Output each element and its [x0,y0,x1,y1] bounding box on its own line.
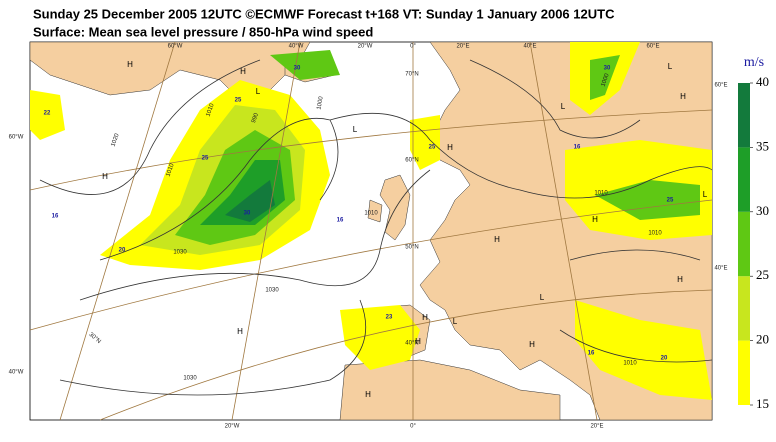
isobar-label: 1030 [183,376,197,382]
wind-label: 25 [235,98,242,104]
grid-label: 40°W [289,44,304,50]
wind-label: 30 [604,66,611,72]
isobar-label: 990 [251,112,260,124]
pressure-center: H [592,215,598,224]
grid-label: 40°W [9,370,24,376]
wind-label: 16 [337,218,344,224]
grid-label: 40°E [714,266,727,272]
pressure-center: H [127,60,133,69]
pressure-center: L [256,87,261,96]
title: Sunday 25 December 2005 12UTC ©ECMWF For… [33,6,615,21]
grid-label: 20°E [456,44,469,50]
grid-label: 60°W [9,135,24,141]
grid-label: 40°N [405,341,418,347]
wind-label: 20 [661,356,668,362]
grid-label: 70°N [405,72,418,78]
colorbar-band [738,276,750,341]
pressure-center: L [540,293,545,302]
grid-label: 60°E [714,83,727,89]
colorbar-band [738,147,750,212]
pressure-center: H [237,327,243,336]
wind-label: 22 [44,111,51,117]
colorbar-tick-label: 40 [756,74,769,89]
colorbar-band [738,340,750,405]
wind-label: 20 [119,248,126,254]
colorbar-band [738,211,750,277]
pressure-center: L [703,190,708,199]
pressure-center: H [415,337,421,346]
pressure-center: H [365,390,371,399]
isobar-label: 1000 [316,95,324,110]
wind-label: 30 [294,66,301,72]
wind-label: 30 [244,211,251,217]
isobar-label: 1010 [623,361,637,367]
colorbar-tick-label: 20 [756,332,769,347]
colorbar-band [738,83,750,148]
isobar-label: 1020 [110,132,120,147]
grid-label: 20°E [590,424,603,430]
wind-label: 16 [588,351,595,357]
isobar-label: 1000 [600,72,610,87]
grid-label: 60°N [405,158,418,164]
colorbar-tick-label: 25 [756,267,769,282]
isobar-label: 1010 [165,162,175,177]
subtitle: Surface: Mean sea level pressure / 850-h… [33,24,373,39]
grid-label: 20°W [225,424,240,430]
isobar-label: 1030 [173,250,187,256]
wind-label: 25 [429,145,436,151]
pressure-center: H [680,92,686,101]
wind-label: 25 [667,198,674,204]
pressure-center: H [529,340,535,349]
isobar-label: 1010 [648,231,662,237]
pressure-center: H [102,172,108,181]
wind-shading [30,42,712,400]
wind-label: 16 [52,214,59,220]
colorbar: 15 20 25 30 35 40 [738,74,769,411]
colorbar-tick-label: 15 [756,396,769,411]
isobar-label: 1010 [205,102,215,117]
grid-label: 20°W [358,44,373,50]
map: 60°W 40°W 20°W 0° 20°E 40°E 60°E 60°E 40°E 60°W 40… [9,41,728,430]
map-labels: 60°W 40°W 20°W 0° 20°E 40°E 60°E 60°E 40°E 60°W 40… [9,44,728,430]
pressure-center: H [422,313,428,322]
pressure-center: L [453,317,458,326]
isobar-label: 1010 [364,211,378,217]
grid-label: 60°W [168,44,183,50]
wind-label: 25 [202,156,209,162]
isobars [39,59,713,396]
pressure-center: L [561,102,566,111]
pressure-center: H [240,67,246,76]
grid-label: 60°E [646,44,659,50]
pressure-center: H [677,275,683,284]
grid-label: 0° [410,44,416,50]
grid-label: 50°N [405,245,418,251]
colorbar-tick-label: 30 [756,203,769,218]
graticule [29,41,713,421]
wind-label: 23 [386,315,393,321]
pressure-center: L [668,62,673,71]
grid-label: 0° [410,424,416,430]
pressure-center: H [494,235,500,244]
pressure-center: L [353,125,358,134]
colorbar-unit: m/s [744,55,764,70]
isobar-label: 1030 [265,288,279,294]
wind-label: 16 [574,145,581,151]
grid-label: 40°E [523,44,536,50]
colorbar-tick-label: 35 [756,138,769,153]
pressure-center: H [447,143,453,152]
isobar-label: 1010 [594,191,608,197]
